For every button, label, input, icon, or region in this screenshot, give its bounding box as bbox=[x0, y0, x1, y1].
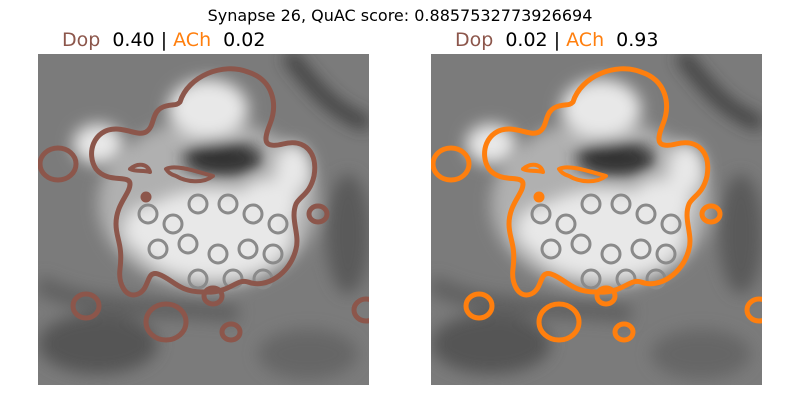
small-contour bbox=[699, 203, 723, 225]
small-contour bbox=[143, 301, 189, 343]
small-contour bbox=[744, 296, 762, 324]
separator: | bbox=[553, 29, 561, 51]
dop-value: 0.02 bbox=[505, 29, 548, 51]
small-contour bbox=[201, 285, 225, 307]
small-contour bbox=[70, 291, 102, 321]
ach-label: ACh bbox=[566, 29, 605, 51]
panel-right-scores: Dop 0.02 | ACh 0.93 bbox=[431, 28, 762, 52]
small-contour bbox=[351, 296, 369, 324]
main-contour bbox=[89, 66, 318, 298]
em-image bbox=[38, 54, 369, 385]
inner-contour bbox=[128, 162, 215, 184]
vesicles bbox=[137, 193, 289, 290]
small-contour bbox=[594, 285, 618, 307]
ach-label: ACh bbox=[173, 29, 212, 51]
small-contour bbox=[536, 301, 582, 343]
small-contour bbox=[306, 203, 330, 225]
separator: | bbox=[160, 29, 168, 51]
synapse-image-right bbox=[431, 54, 762, 385]
segmentation-contours bbox=[431, 66, 762, 343]
small-contour bbox=[38, 145, 79, 183]
dop-label: Dop bbox=[62, 29, 101, 51]
inner-contour bbox=[521, 162, 608, 184]
figure-title: Synapse 26, QuAC score: 0.88575327739266… bbox=[207, 6, 593, 25]
small-contour bbox=[612, 321, 636, 343]
panel-left-scores: Dop 0.40 | ACh 0.02 bbox=[38, 28, 369, 52]
em-image bbox=[431, 54, 762, 385]
panel-left: Dop 0.40 | ACh 0.02 bbox=[38, 28, 369, 385]
segmentation-contours bbox=[38, 66, 369, 343]
dop-value: 0.40 bbox=[112, 29, 155, 51]
small-contour bbox=[463, 291, 495, 321]
small-contour bbox=[219, 321, 243, 343]
main-contour bbox=[482, 66, 711, 298]
synapse-image-left bbox=[38, 54, 369, 385]
ach-value: 0.02 bbox=[223, 29, 266, 51]
panel-right: Dop 0.02 | ACh 0.93 bbox=[431, 28, 762, 385]
ach-value: 0.93 bbox=[616, 29, 659, 51]
contour-dot bbox=[140, 191, 152, 203]
dop-label: Dop bbox=[455, 29, 494, 51]
small-contour bbox=[431, 145, 472, 183]
contour-dot bbox=[533, 191, 545, 203]
